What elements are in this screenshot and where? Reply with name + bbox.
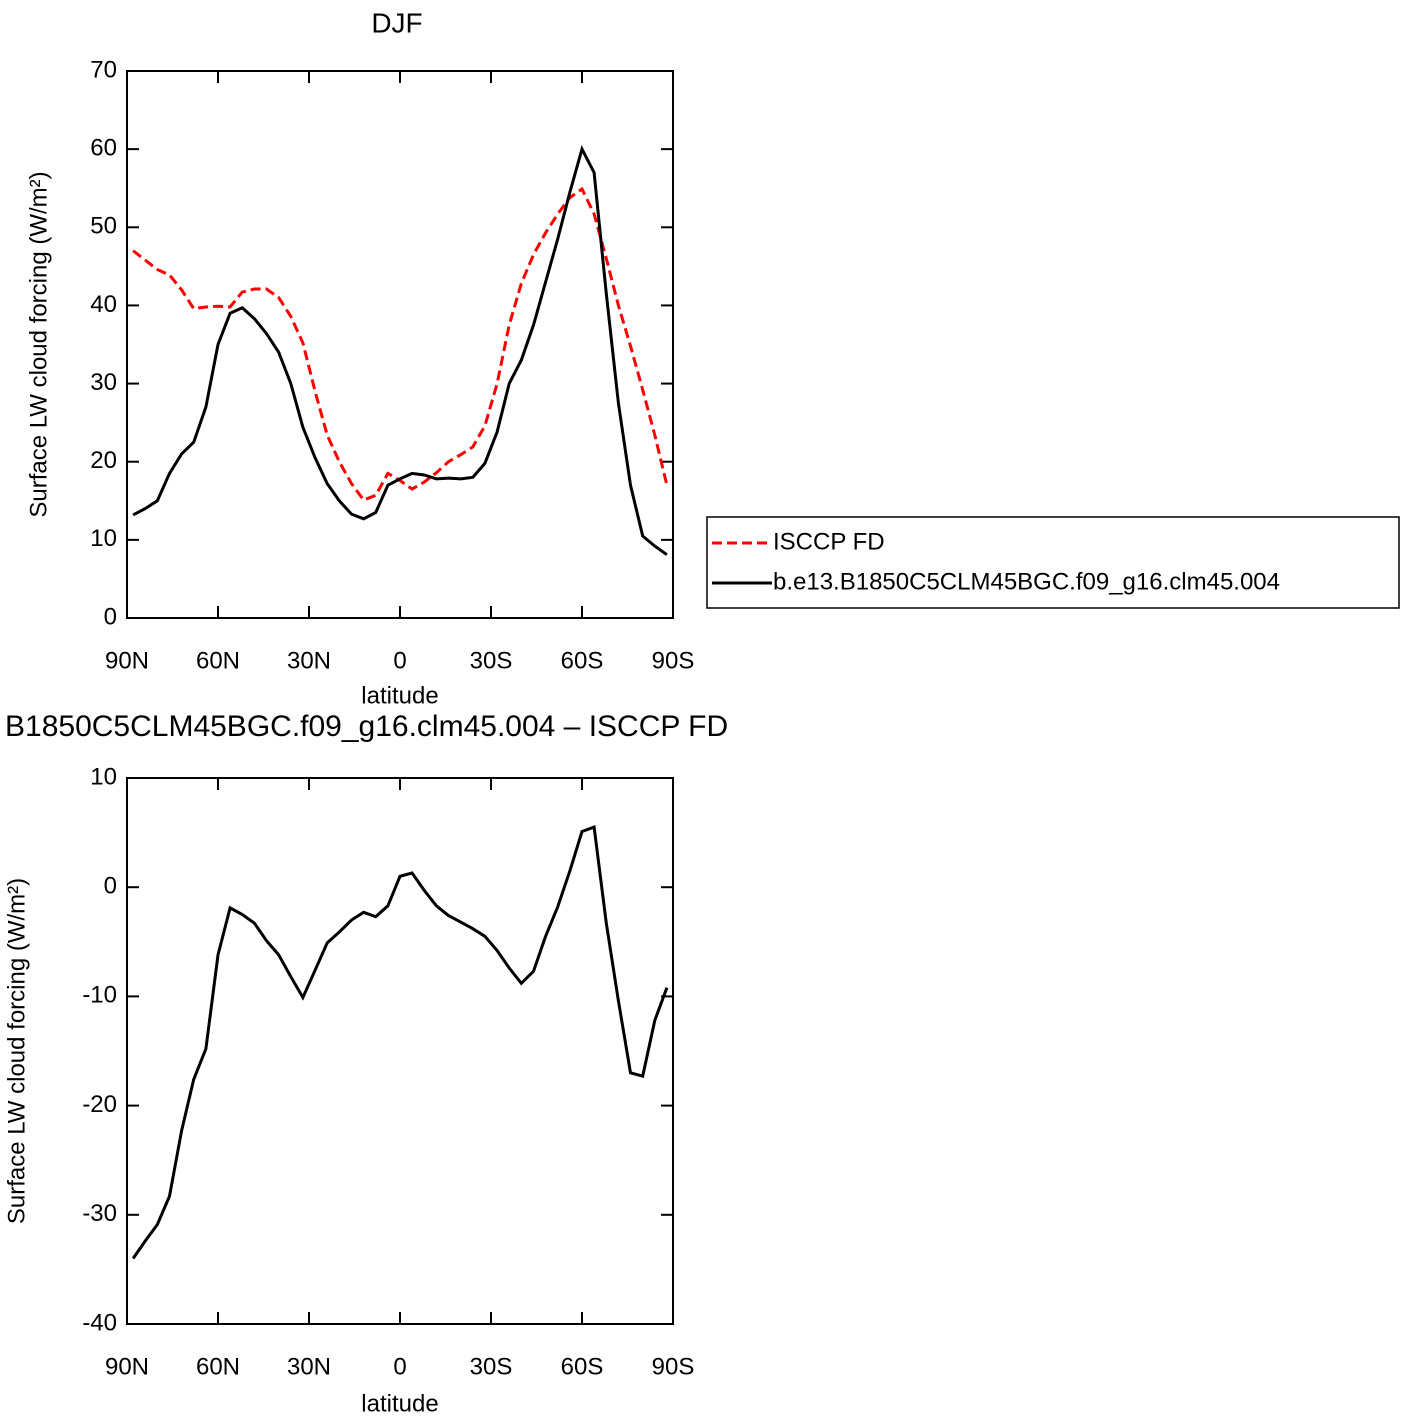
- x-tick-label: 30N: [287, 1353, 331, 1380]
- x-tick-label: 90N: [105, 647, 149, 674]
- x-tick-label: 0: [393, 647, 406, 674]
- y-tick-label: 20: [90, 447, 117, 474]
- x-tick-label: 30S: [470, 647, 513, 674]
- x-tick-label: 30N: [287, 647, 331, 674]
- x-axis-label: latitude: [361, 682, 438, 709]
- x-tick-label: 60N: [196, 647, 240, 674]
- y-tick-label: 10: [90, 763, 117, 790]
- y-tick-label: -20: [82, 1091, 117, 1118]
- data-line: [131, 825, 669, 1260]
- plot-frame: [126, 70, 674, 619]
- data-line: [132, 186, 669, 502]
- y-tick-label: 10: [90, 525, 117, 552]
- y-tick-label: -10: [82, 982, 117, 1009]
- x-tick-label: 30S: [470, 1353, 513, 1380]
- legend-label: b.e13.B1850C5CLM45BGC.f09_g16.clm45.004: [773, 568, 1280, 595]
- y-axis-label: Surface LW cloud forcing (W/m²): [3, 878, 30, 1224]
- y-tick-label: 0: [104, 603, 117, 630]
- x-tick-label: 60N: [196, 1353, 240, 1380]
- plot-frame: [126, 777, 674, 1325]
- y-tick-label: 0: [104, 873, 117, 900]
- x-tick-label: 90N: [105, 1353, 149, 1380]
- y-tick-label: -40: [82, 1309, 117, 1336]
- y-tick-label: 30: [90, 369, 117, 396]
- chart-title: B1850C5CLM45BGC.f09_g16.clm45.004 – ISCC…: [5, 710, 728, 743]
- x-tick-label: 90S: [652, 1353, 695, 1380]
- y-tick-label: 50: [90, 213, 117, 240]
- x-axis-label: latitude: [361, 1390, 438, 1417]
- y-tick-label: 40: [90, 291, 117, 318]
- legend-label: ISCCP FD: [773, 528, 885, 555]
- y-tick-label: 60: [90, 134, 117, 161]
- data-line: [132, 145, 668, 556]
- x-tick-label: 60S: [561, 1353, 604, 1380]
- x-tick-label: 90S: [652, 647, 695, 674]
- legend-box: [706, 516, 1400, 609]
- y-tick-label: 70: [90, 56, 117, 83]
- y-axis-label: Surface LW cloud forcing (W/m²): [25, 171, 52, 517]
- x-tick-label: 0: [393, 1353, 406, 1380]
- y-tick-label: -30: [82, 1200, 117, 1227]
- x-tick-label: 60S: [561, 647, 604, 674]
- chart-title: DJF: [371, 7, 422, 38]
